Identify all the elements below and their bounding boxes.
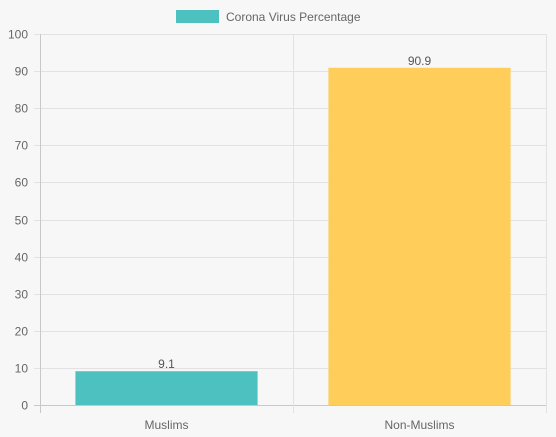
y-tick-label: 30 (15, 288, 29, 302)
bar[interactable] (75, 371, 258, 405)
y-tick-label: 10 (15, 362, 29, 376)
grid-lines (34, 34, 547, 413)
y-tick-label: 20 (15, 325, 29, 339)
y-axis: 0 10 20 30 40 50 60 70 80 90 100 (8, 28, 28, 413)
bars (75, 67, 511, 406)
bar[interactable] (328, 67, 511, 406)
y-tick-label: 50 (15, 214, 29, 228)
y-tick-label: 90 (15, 65, 29, 79)
y-tick-label: 0 (21, 399, 28, 413)
legend-label[interactable]: Corona Virus Percentage (226, 10, 361, 24)
legend[interactable]: Corona Virus Percentage (176, 10, 361, 24)
y-tick-label: 80 (15, 102, 29, 116)
y-tick-label: 70 (15, 139, 29, 153)
x-tick-label: Non-Muslims (384, 418, 454, 432)
x-axis: Muslims Non-Muslims (145, 418, 455, 432)
data-labels: 9.1 90.9 (158, 54, 431, 371)
data-label: 9.1 (158, 357, 175, 371)
y-tick-label: 40 (15, 251, 29, 265)
data-label: 90.9 (408, 54, 432, 68)
x-tick-label: Muslims (145, 418, 189, 432)
legend-swatch[interactable] (176, 10, 219, 23)
y-tick-label: 100 (8, 28, 28, 42)
y-tick-label: 60 (15, 176, 29, 190)
